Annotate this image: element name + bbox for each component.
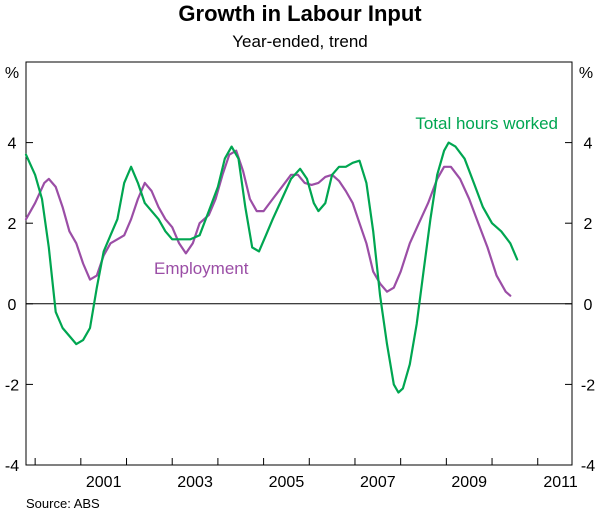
y-tick-label-right: 0 bbox=[584, 297, 593, 314]
x-tick-label: 2011 bbox=[543, 474, 578, 491]
x-tick-label: 2009 bbox=[451, 474, 487, 491]
y-tick-label-left: -2 bbox=[5, 377, 19, 394]
y-tick-label-left: -4 bbox=[5, 458, 19, 475]
chart-title: Growth in Labour Input bbox=[178, 1, 422, 26]
x-tick-label: 2003 bbox=[177, 474, 213, 491]
y-tick-label-right: 2 bbox=[584, 216, 593, 233]
y-tick-label-right: 4 bbox=[584, 136, 593, 153]
x-tick-label: 2005 bbox=[269, 474, 305, 491]
series-label-total-hours-worked: Total hours worked bbox=[415, 114, 558, 133]
plot-frame bbox=[25, 61, 573, 466]
y-axis-label-right: % bbox=[579, 65, 593, 82]
chart-subtitle: Year-ended, trend bbox=[232, 32, 368, 51]
y-tick-label-left: 4 bbox=[8, 136, 17, 153]
source-note: Source: ABS bbox=[26, 496, 100, 511]
series-label-employment: Employment bbox=[154, 259, 249, 278]
series-line-total-hours-worked bbox=[24, 141, 519, 394]
y-tick-label-right: -4 bbox=[581, 458, 595, 475]
x-tick-label: 2007 bbox=[360, 474, 396, 491]
y-tick-label-left: 0 bbox=[8, 297, 17, 314]
y-axis-label-left: % bbox=[5, 65, 19, 82]
x-tick-label: 2001 bbox=[86, 474, 122, 491]
y-tick-label-left: 2 bbox=[8, 216, 17, 233]
y-tick-label-right: -2 bbox=[581, 377, 595, 394]
